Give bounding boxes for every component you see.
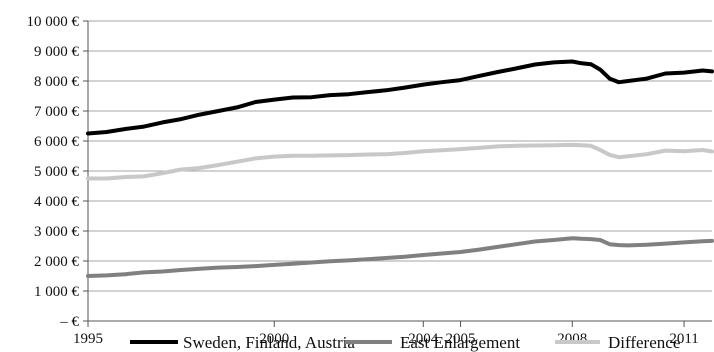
y-axis-ticks: – € 1 000 € 2 000 € 3 000 € 4 000 € 5 000 € 6 … bbox=[27, 14, 88, 330]
y-tick-label: 9 000 € bbox=[34, 44, 80, 60]
series-line-2 bbox=[86, 142, 714, 181]
y-tick-label: 7 000 € bbox=[34, 104, 80, 120]
x-tick-label: 2005 bbox=[446, 331, 476, 347]
y-tick-label: 10 000 € bbox=[27, 14, 80, 30]
legend: Sweden, Finland, Austria East Enlargement… bbox=[130, 333, 680, 352]
x-tick-label: 2011 bbox=[669, 331, 698, 347]
x-axis-ticks: 1995 2000 2004 2005 2008 2011 bbox=[73, 321, 699, 347]
y-tick-label: 5 000 € bbox=[34, 164, 80, 180]
series-lines bbox=[86, 59, 714, 278]
x-tick-label: 1995 bbox=[73, 331, 103, 347]
legend-label-0: Sweden, Finland, Austria bbox=[183, 333, 355, 352]
series-line-1 bbox=[86, 236, 714, 278]
y-tick-label: 4 000 € bbox=[34, 194, 80, 210]
y-tick-label: 6 000 € bbox=[34, 134, 80, 150]
x-tick-label: 2000 bbox=[259, 331, 289, 347]
y-tick-label: 1 000 € bbox=[34, 284, 80, 300]
y-tick-label: 8 000 € bbox=[34, 74, 80, 90]
y-tick-label: – € bbox=[59, 314, 79, 330]
gridlines bbox=[88, 20, 712, 292]
legend-label-2: Difference bbox=[608, 333, 680, 352]
legend-label-1: East Enlargement bbox=[400, 333, 520, 352]
x-tick-label: 2008 bbox=[557, 331, 587, 347]
x-tick-label: 2004 bbox=[408, 331, 439, 347]
y-tick-label: 2 000 € bbox=[34, 254, 80, 270]
y-tick-label: 3 000 € bbox=[34, 224, 80, 240]
series-line-0 bbox=[86, 59, 714, 136]
